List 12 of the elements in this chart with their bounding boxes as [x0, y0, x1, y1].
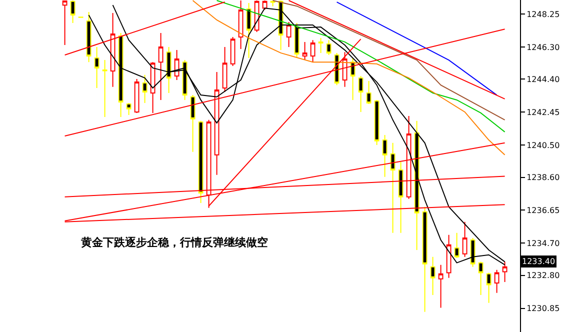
y-tick-label: 1236.65 — [526, 206, 560, 216]
y-tick-label: 1248.25 — [526, 10, 560, 19]
y-tick-label: 1238.60 — [526, 173, 560, 182]
y-tick-label: 1234.70 — [526, 239, 560, 248]
annotation: 黄金下跌逐步企稳，行情反弹继续做空 — [80, 236, 268, 249]
y-tick-label: 1244.40 — [526, 74, 560, 84]
text: 1233.40 — [522, 257, 556, 266]
y-tick-label: 1230.85 — [526, 304, 560, 314]
y-tick-label: 1232.80 — [526, 271, 560, 280]
y-tick-label: 1240.50 — [526, 140, 560, 150]
y-tick-label: 1246.30 — [526, 42, 560, 52]
y-tick-label: 1242.45 — [526, 108, 560, 117]
